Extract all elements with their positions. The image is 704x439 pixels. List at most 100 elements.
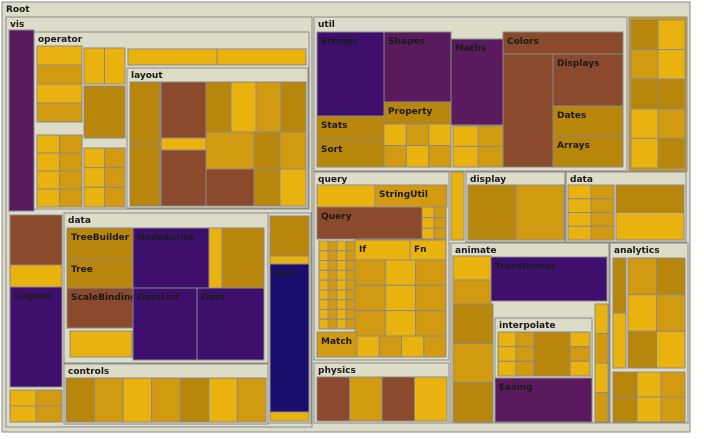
util-leaf — [502, 53, 554, 168]
leaf-treebuilder-label: TreeBuilder — [71, 233, 130, 243]
treemap-leaf — [205, 81, 232, 133]
treemap-leaf — [515, 346, 535, 362]
treemap-leaf — [378, 335, 402, 358]
treemap-leaf — [656, 330, 686, 369]
treemap-leaf — [336, 250, 347, 262]
operator-leaf — [83, 85, 126, 139]
treemap-leaf — [660, 371, 686, 398]
leaf-transitioner — [490, 256, 608, 302]
treemap-leaf — [354, 259, 386, 286]
treemap-leaf — [36, 188, 60, 208]
query-leaf — [316, 184, 376, 208]
treemap-leaf — [349, 376, 383, 422]
treemap-leaf — [415, 259, 447, 286]
treemap-leaf — [327, 289, 338, 301]
treemap-leaf — [567, 212, 592, 227]
treemap-leaf — [433, 227, 447, 240]
treemap-leaf — [630, 19, 659, 51]
layout-leaf — [160, 137, 207, 151]
treemap-leaf — [336, 318, 347, 330]
treemap-leaf — [515, 184, 565, 241]
treemap-leaf — [405, 145, 430, 168]
leaf-maths-label: Maths — [455, 44, 486, 54]
data-leaf — [221, 227, 265, 289]
leaf-datalist — [132, 287, 198, 361]
treemap-leaf — [327, 260, 338, 271]
treemap-leaf — [660, 396, 686, 423]
leaf-match — [316, 331, 358, 358]
treemap-leaf — [384, 310, 417, 337]
treemap-leaf — [316, 376, 350, 422]
treemap-leaf — [36, 64, 83, 85]
data-leaf — [69, 330, 133, 358]
treemap-leaf — [318, 250, 329, 262]
treemap-leaf — [65, 377, 96, 423]
treemap-leaf — [627, 330, 657, 369]
treemap-leaf — [433, 206, 447, 219]
treemap-leaf — [569, 331, 591, 348]
axis-leaf — [269, 255, 310, 265]
treemap-leaf — [327, 308, 338, 320]
group-data-label: data — [570, 175, 593, 185]
treemap-leaf — [83, 147, 105, 169]
treemap-leaf — [590, 225, 615, 241]
treemap-leaf — [497, 360, 517, 377]
leaf-transitioner-label: Transitioner — [495, 262, 557, 272]
treemap-leaf — [104, 47, 126, 85]
root-label: Root — [6, 5, 30, 15]
treemap-leaf — [477, 146, 504, 168]
treemap-leaf — [59, 188, 83, 208]
treemap-leaf — [327, 269, 338, 281]
treemap-leaf — [630, 137, 659, 169]
treemap-leaf — [279, 168, 307, 207]
treemap-leaf — [612, 257, 627, 314]
leaf-treebuilder — [66, 227, 134, 261]
group-physics-label: physics — [318, 366, 356, 376]
treemap-leaf — [428, 145, 452, 168]
leaf-stats-label: Stats — [321, 121, 348, 131]
treemap-leaf — [384, 259, 417, 286]
treemap-leaf — [104, 167, 126, 188]
leaf-easing — [494, 377, 593, 423]
group-util-label: util — [318, 20, 335, 30]
treemap-leaf — [318, 308, 329, 320]
treemap-leaf — [59, 170, 83, 190]
treemap-leaf — [567, 198, 592, 213]
treemap-leaf — [515, 360, 535, 377]
treemap-leaf — [656, 257, 686, 296]
treemap-leaf — [129, 81, 161, 145]
treemap-leaf — [336, 260, 347, 271]
treemap-leaf — [383, 123, 407, 146]
treemap-leaf — [657, 78, 686, 110]
treemap-leaf — [423, 335, 447, 358]
group-controls-label: controls — [68, 367, 109, 377]
treemap-leaf — [253, 168, 281, 207]
leaf-tree-label: Tree — [71, 265, 93, 275]
leaf-if-label: If — [359, 245, 366, 255]
treemap-leaf — [255, 81, 282, 133]
treemap-leaf — [569, 346, 591, 362]
treemap-leaf — [515, 331, 535, 348]
treemap-leaf — [236, 377, 267, 423]
treemap-leaf — [179, 377, 210, 423]
treemap-leaf — [327, 250, 338, 262]
treemap-leaf — [205, 131, 255, 170]
leaf-tree — [66, 259, 134, 289]
leaf-dates-label: Dates — [557, 111, 586, 121]
treemap-leaf — [467, 184, 517, 241]
treemap-leaf — [336, 308, 347, 320]
treemap-leaf — [336, 279, 347, 291]
leaf-match-label: Match — [321, 337, 352, 347]
treemap-leaf — [452, 279, 492, 305]
leaf-sort-label: Sort — [321, 145, 343, 155]
treemap-leaf — [36, 170, 60, 190]
treemap-leaf — [452, 303, 494, 344]
treemap-leaf — [318, 260, 329, 271]
leaf-displays-label: Displays — [557, 59, 599, 69]
treemap-leaf — [452, 125, 479, 147]
vis-leaf — [9, 264, 63, 288]
leaf-axis — [269, 263, 310, 413]
treemap-leaf — [627, 294, 657, 332]
treemap-leaf — [36, 102, 83, 123]
treemap-leaf — [336, 289, 347, 301]
